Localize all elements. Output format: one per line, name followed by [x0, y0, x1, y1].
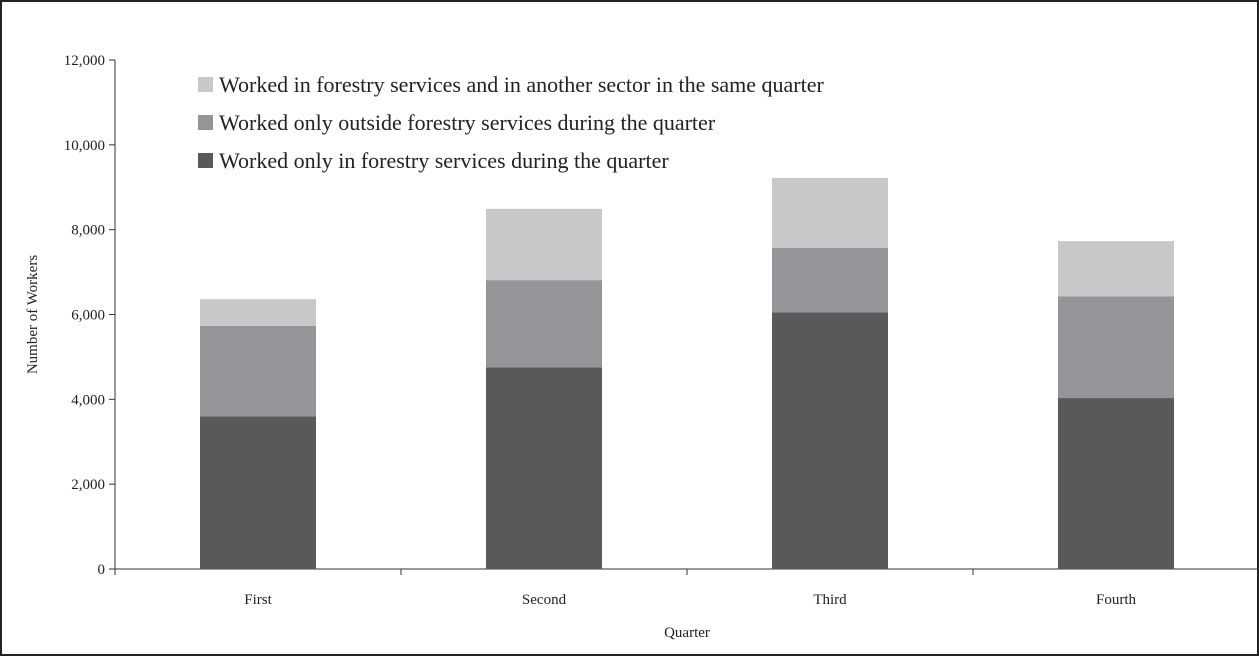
x-axis-title: Quarter — [664, 625, 710, 641]
bar-segment-1-fourth — [1058, 398, 1174, 569]
legend-label: Worked in forestry services and in anoth… — [219, 72, 825, 97]
bar-segment-3-third — [772, 177, 888, 248]
bar-segment-2-first — [200, 325, 316, 417]
y-axis-title: Number of Workers — [25, 255, 41, 374]
bar-segment-2-third — [772, 247, 888, 313]
x-tick-label: Second — [522, 592, 567, 608]
x-tick-label: Fourth — [1096, 592, 1137, 608]
bar-segment-1-second — [486, 367, 602, 569]
y-tick-label: 0 — [98, 562, 106, 578]
y-axis: 0 2,000 4,000 6,000 8,000 10,000 12,000 — [64, 53, 116, 578]
legend-label: Worked only in forestry services during … — [219, 148, 669, 173]
bar-segment-3-second — [486, 208, 602, 281]
bar-segment-1-third — [772, 312, 888, 569]
legend: Worked in forestry services and in anoth… — [198, 72, 825, 173]
legend-label: Worked only outside forestry services du… — [219, 110, 716, 135]
x-tick-label: Third — [813, 592, 847, 608]
legend-swatch — [198, 115, 213, 130]
legend-swatch — [198, 77, 213, 92]
bars — [200, 177, 1174, 569]
y-tick-label: 6,000 — [71, 308, 105, 324]
y-tick-label: 2,000 — [71, 477, 105, 493]
bar-segment-3-fourth — [1058, 241, 1174, 297]
y-tick-label: 10,000 — [64, 138, 105, 154]
bar-segment-2-second — [486, 280, 602, 368]
y-tick-label: 8,000 — [71, 223, 105, 239]
x-axis: First Second Third Fourth — [114, 568, 1259, 608]
bar-segment-2-fourth — [1058, 296, 1174, 399]
x-tick-label: First — [244, 592, 272, 608]
bar-segment-1-first — [200, 416, 316, 569]
y-tick-label: 12,000 — [64, 53, 105, 69]
bar-segment-3-first — [200, 299, 316, 326]
y-tick-label: 4,000 — [71, 392, 105, 408]
legend-swatch — [198, 153, 213, 168]
